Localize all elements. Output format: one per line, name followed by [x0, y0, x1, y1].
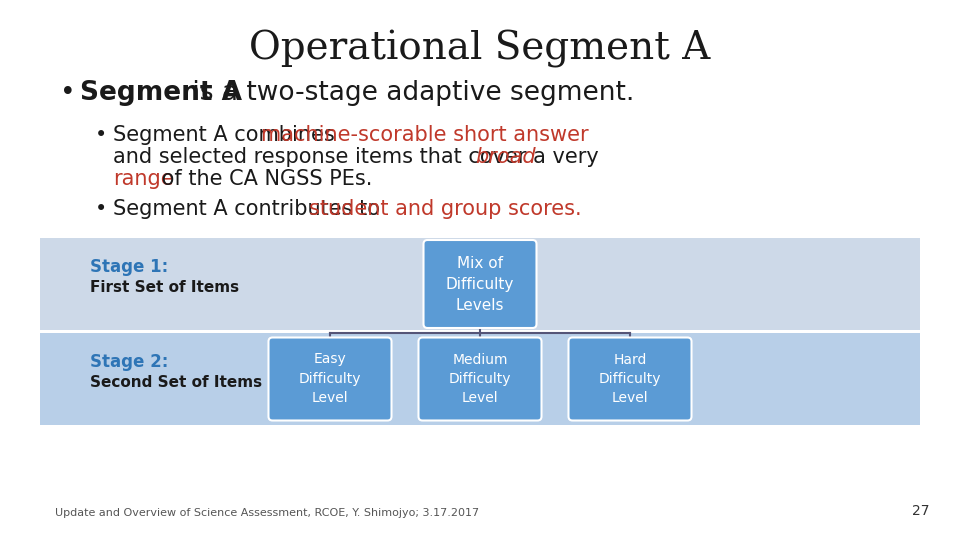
Text: 27: 27: [912, 504, 929, 518]
Text: of the CA NGSS PEs.: of the CA NGSS PEs.: [155, 169, 372, 189]
Text: Segment A combines: Segment A combines: [113, 125, 342, 145]
Text: Medium
Difficulty
Level: Medium Difficulty Level: [448, 353, 512, 406]
Text: Segment A: Segment A: [80, 80, 242, 106]
Text: and selected response items that cover a very: and selected response items that cover a…: [113, 147, 606, 167]
Text: Hard
Difficulty
Level: Hard Difficulty Level: [599, 353, 661, 406]
FancyBboxPatch shape: [423, 240, 537, 328]
Text: First Set of Items: First Set of Items: [90, 280, 239, 295]
Text: Second Set of Items: Second Set of Items: [90, 375, 262, 390]
FancyBboxPatch shape: [40, 238, 920, 330]
Text: machine-scorable short answer: machine-scorable short answer: [261, 125, 588, 145]
FancyBboxPatch shape: [269, 338, 392, 421]
Text: •: •: [95, 199, 108, 219]
Text: range: range: [113, 169, 174, 189]
FancyBboxPatch shape: [40, 333, 920, 425]
Text: Stage 1:: Stage 1:: [90, 258, 168, 276]
Text: broad: broad: [475, 147, 536, 167]
FancyBboxPatch shape: [419, 338, 541, 421]
Text: Operational Segment A: Operational Segment A: [250, 30, 710, 68]
Text: Update and Overview of Science Assessment, RCOE, Y. Shimojyo; 3.17.2017: Update and Overview of Science Assessmen…: [55, 508, 479, 518]
Text: is a two-stage adaptive segment.: is a two-stage adaptive segment.: [184, 80, 635, 106]
FancyBboxPatch shape: [568, 338, 691, 421]
Text: Stage 2:: Stage 2:: [90, 353, 168, 371]
Text: •: •: [95, 125, 108, 145]
Text: Segment A contributes to: Segment A contributes to: [113, 199, 387, 219]
Text: •: •: [60, 80, 76, 106]
Text: student and group scores.: student and group scores.: [309, 199, 582, 219]
Text: Easy
Difficulty
Level: Easy Difficulty Level: [299, 353, 361, 406]
Text: Mix of
Difficulty
Levels: Mix of Difficulty Levels: [445, 255, 515, 313]
